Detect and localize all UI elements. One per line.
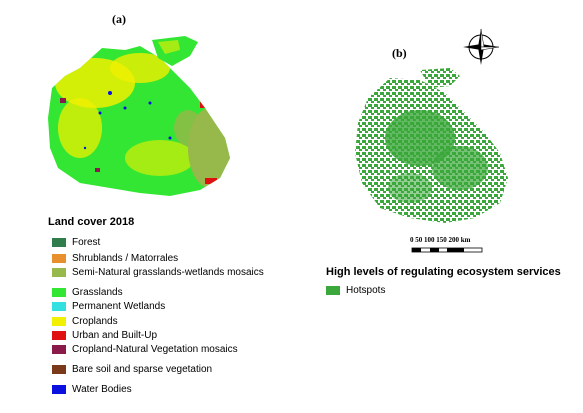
legend-item-cropland-natural: Cropland-Natural Vegetation mosaics [52, 343, 238, 355]
legend-item-shrublands: Shrublands / Matorrales [52, 252, 178, 264]
legend-label: Croplands [72, 315, 118, 327]
panel-b-label: (b) [392, 46, 407, 60]
scale-labels: 0 50 100 150 200 km [410, 236, 471, 244]
legend-label: Cropland-Natural Vegetation mosaics [72, 343, 238, 355]
compass-rose-icon [463, 28, 500, 65]
legend-item-semi-natural: Semi-Natural grasslands-wetlands mosaics [52, 266, 264, 278]
legend-item-water: Water Bodies [52, 383, 132, 395]
legend-label: Urban and Built-Up [72, 329, 158, 341]
hotspots-swatch [326, 286, 340, 295]
scale-bar [411, 247, 483, 253]
legend-label: Grasslands [72, 286, 123, 298]
map-a-land-area [48, 46, 230, 196]
hotspot-island [420, 68, 460, 88]
legend-item-wetlands: Permanent Wetlands [52, 300, 165, 312]
legend-label: Forest [72, 236, 101, 248]
land-cover-map [48, 36, 230, 196]
wetlands-swatch [52, 301, 66, 311]
legend-b-title: High levels of regulating ecosystem serv… [326, 266, 561, 278]
legend-label: Semi-Natural grasslands-wetlands mosaics [72, 266, 264, 278]
legend-a-title: Land cover 2018 [48, 216, 135, 228]
bare-soil-swatch [52, 364, 66, 374]
legend-label: Bare soil and sparse vegetation [72, 363, 213, 375]
urban-swatch [52, 330, 66, 340]
croplands-swatch [52, 316, 66, 326]
legend-item-forest: Forest [52, 236, 100, 248]
forest-swatch [52, 237, 66, 247]
legend-item-grasslands: Grasslands [52, 286, 123, 298]
legend-label: Hotspots [346, 285, 386, 296]
legend-item-bare-soil: Bare soil and sparse vegetation [52, 363, 212, 375]
hotspot-area [355, 78, 508, 223]
hotspots-map [355, 68, 508, 223]
semi-natural-swatch [52, 267, 66, 277]
panel-a-label: (a) [112, 12, 126, 26]
grasslands-swatch [52, 287, 66, 297]
legend-label: Shrublands / Matorrales [72, 252, 179, 264]
water-swatch [52, 384, 66, 394]
legend-item-croplands: Croplands [52, 315, 118, 327]
cropland-natural-swatch [52, 344, 66, 354]
legend-item-urban: Urban and Built-Up [52, 329, 157, 341]
legend-label: Water Bodies [72, 383, 132, 395]
shrublands-swatch [52, 253, 66, 263]
map-a-island-cropland [158, 40, 180, 54]
legend-label: Permanent Wetlands [72, 300, 166, 312]
legend-item-hotspots: Hotspots [326, 285, 385, 296]
